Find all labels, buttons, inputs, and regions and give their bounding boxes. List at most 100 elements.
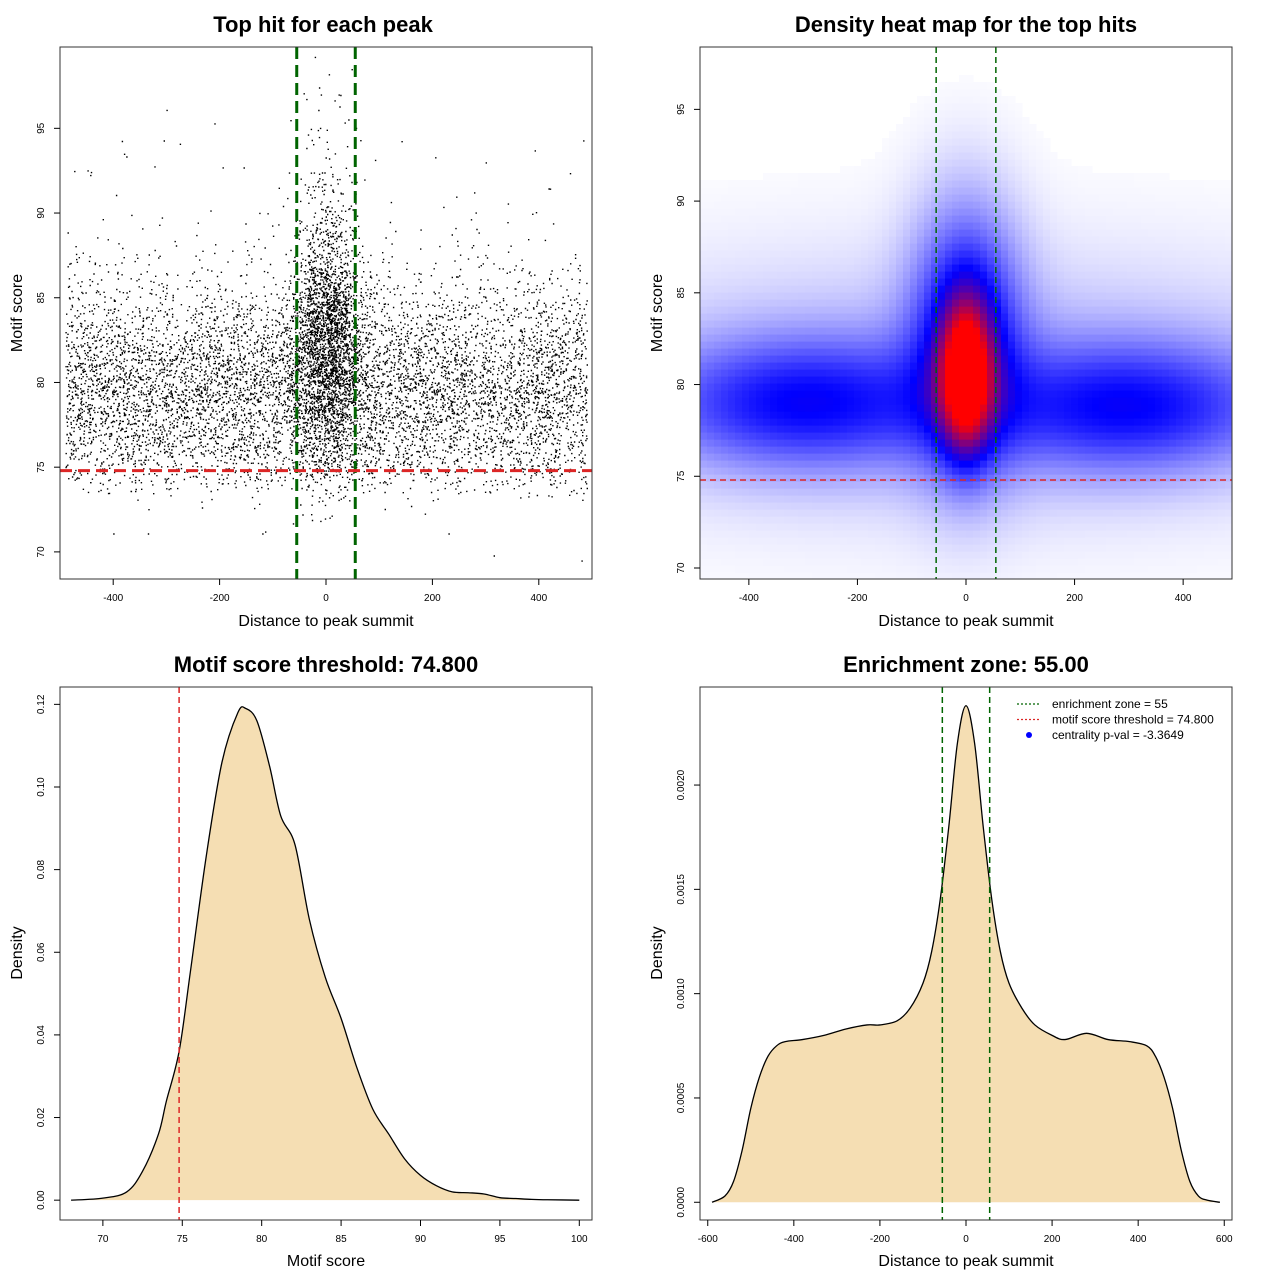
heatmap-cell [756,278,764,286]
heatmap-cell [910,180,918,188]
heatmap-cell [1183,383,1191,391]
heatmap-cell [840,327,848,335]
heatmap-cell [1050,299,1058,307]
heatmap-cell [749,362,757,370]
heatmap-cell [1050,278,1058,286]
heatmap-cell [1162,229,1170,237]
heatmap-cell [854,544,862,552]
heatmap-cell [749,551,757,559]
scatter-x-tick-label: -400 [103,593,123,604]
heatmap-cell [875,446,883,454]
heatmap-cell [959,271,967,279]
heatmap-cell [1078,327,1086,335]
heatmap-cell [728,187,736,195]
heatmap-cell [847,369,855,377]
heatmap-cell [854,530,862,538]
heatmap-cell [840,383,848,391]
heatmap-cell [987,558,995,566]
heatmap-cell [749,201,757,209]
heatmap-cell [1148,530,1156,538]
heatmap-cell [1071,481,1079,489]
heatmap-cell [1176,376,1184,384]
heatmap-cell [791,194,799,202]
heatmap-cell [1155,264,1163,272]
heatmap-cell [1183,439,1191,447]
heatmap-cell [756,341,764,349]
heatmap-cell [714,299,722,307]
heatmap-cell [749,474,757,482]
heatmap-cell [826,173,834,181]
heatmap-cell [1162,544,1170,552]
heatmap-cell [791,285,799,293]
heatmap-cell [1127,565,1135,573]
heatmap-cell [882,362,890,370]
heatmap-cell [826,558,834,566]
heatmap-cell [917,215,925,223]
heatmap-cell [861,341,869,349]
heatmap-cell [1190,341,1198,349]
heatmap-cell [1099,194,1107,202]
heatmap-cell [952,271,960,279]
heatmap-cell [826,523,834,531]
heatmap-cell [798,397,806,405]
heatmap-cell [1162,383,1170,391]
heatmap-cell [1225,418,1232,426]
score-density-title: Motif score threshold: 74.800 [174,652,478,677]
heatmap-cell [903,180,911,188]
heatmap-cell [1029,180,1037,188]
heatmap-cell [742,495,750,503]
heatmap-cell [791,348,799,356]
heatmap-cell [1190,467,1198,475]
heatmap-cell [1085,376,1093,384]
heatmap-cell [1120,222,1128,230]
heatmap-cell [931,250,939,258]
heatmap-cell [826,432,834,440]
heatmap-cell [791,222,799,230]
heatmap-cell [1057,516,1065,524]
heatmap-cell [917,166,925,174]
heatmap-cell [952,341,960,349]
heatmap-cell [931,551,939,559]
heatmap-cell [1141,236,1149,244]
heatmap-cell [1092,390,1100,398]
heatmap-cell [945,236,953,244]
heatmap-cell [1204,285,1212,293]
heatmap-cell [854,327,862,335]
heatmap-cell [756,376,764,384]
heatmap-cell [1162,299,1170,307]
heatmap-cell [854,299,862,307]
heatmap-cell [1169,446,1177,454]
heatmap-cell [1043,509,1051,517]
heatmap-cell [1015,390,1023,398]
heatmap-cell [833,208,841,216]
heatmap-cell [1197,411,1205,419]
heatmap-cell [1127,313,1135,321]
heatmap-cell [763,488,771,496]
heatmap-cell [707,215,715,223]
heatmap-cell [784,320,792,328]
heatmap-cell [917,509,925,517]
heatmap-cell [903,481,911,489]
heatmap-cell [1043,208,1051,216]
heatmap-cell [980,348,988,356]
heatmap-cell [1001,264,1009,272]
heatmap-cell [791,383,799,391]
heatmap-cell [1022,544,1030,552]
heatmap-cell [875,558,883,566]
heatmap-cell [1078,166,1086,174]
heatmap-cell [749,383,757,391]
heatmap-cell [1092,306,1100,314]
heatmap-cell [1092,285,1100,293]
heatmap-cell [994,89,1002,97]
heatmap-cell [938,320,946,328]
heatmap-cell [749,285,757,293]
heatmap-cell [1029,390,1037,398]
heatmap-cell [945,278,953,286]
heatmap-cell [903,530,911,538]
heatmap-cell [1155,411,1163,419]
heatmap-cell [1078,222,1086,230]
heatmap-cell [875,572,883,579]
heatmap-cell [1134,537,1142,545]
heatmap-cell [1134,250,1142,258]
heatmap-cell [1106,285,1114,293]
